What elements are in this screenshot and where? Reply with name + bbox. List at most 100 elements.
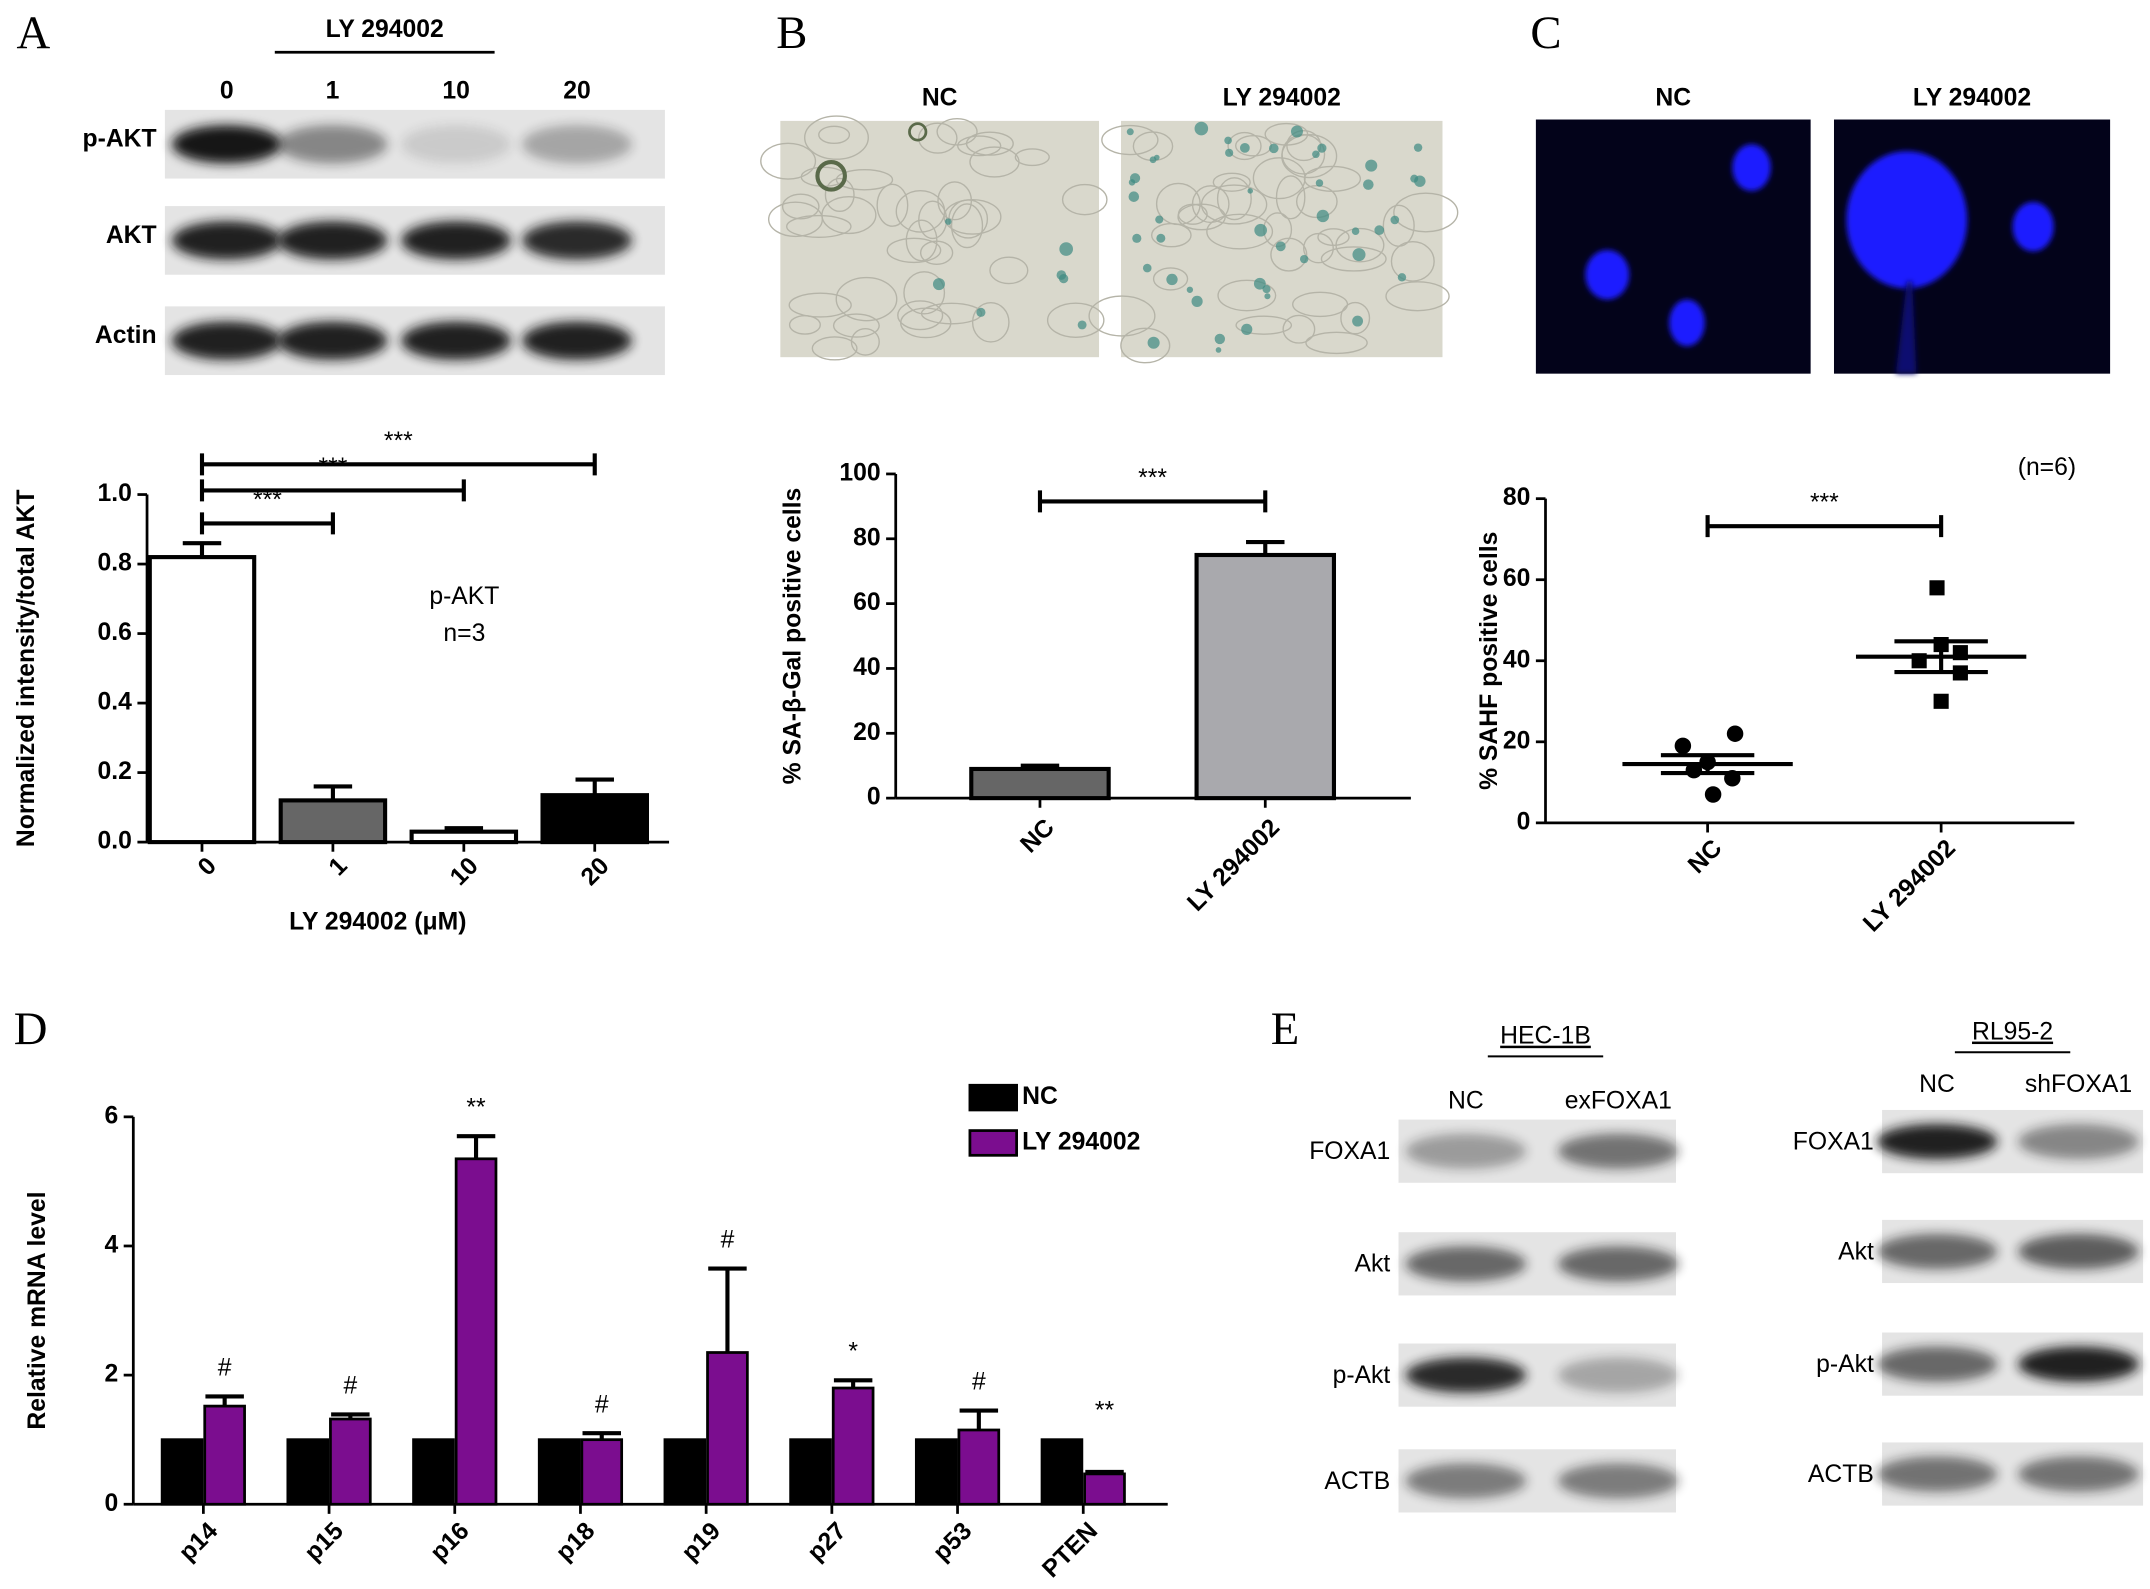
y-tick-label: 20 <box>853 719 881 746</box>
cell <box>804 115 869 160</box>
x-tick-label: p14 <box>174 1517 223 1566</box>
stain <box>1374 225 1385 236</box>
legend-swatch <box>968 1129 1018 1157</box>
cell <box>1061 183 1108 216</box>
bar <box>831 1386 875 1506</box>
y-tick-label: 60 <box>853 589 881 616</box>
annotation: (n=6) <box>2018 454 2076 481</box>
stain <box>932 278 945 291</box>
bar <box>286 1438 330 1506</box>
x-tick-label: 0 <box>193 852 222 881</box>
bar <box>663 1438 707 1506</box>
cell <box>788 292 852 318</box>
stain <box>1154 154 1160 161</box>
y-axis-label: Relative mRNA level <box>24 1191 51 1429</box>
legend-label: LY 294002 <box>1022 1128 1140 1155</box>
significance-label: # <box>972 1369 986 1396</box>
cell <box>895 189 946 233</box>
y-tick-label: 0.6 <box>98 619 132 646</box>
blot-band <box>1405 1357 1527 1393</box>
error-bar <box>959 1408 999 1430</box>
significance-label: # <box>343 1373 357 1400</box>
error-bar <box>205 1394 244 1407</box>
stain <box>1225 148 1234 157</box>
cell <box>1382 204 1415 247</box>
cell <box>760 142 817 180</box>
cell <box>1317 228 1350 247</box>
row-label: FOXA1 <box>1793 1128 1874 1155</box>
lane-label: NC <box>1919 1071 1955 1098</box>
blot-band <box>277 221 388 260</box>
stain <box>1254 223 1267 237</box>
stain <box>1215 347 1222 353</box>
x-tick-label: LY 294002 <box>1182 814 1285 917</box>
y-tick-label: 40 <box>853 654 881 681</box>
lane-label: shFOXA1 <box>2025 1071 2132 1098</box>
cell <box>850 327 880 356</box>
lane-label: exFOXA1 <box>1565 1087 1672 1114</box>
blot-band <box>401 321 512 360</box>
cell <box>821 195 877 235</box>
y-tick-label: 80 <box>1503 484 1531 511</box>
stain <box>1129 173 1141 184</box>
x-tick-label: p19 <box>677 1517 726 1566</box>
cell <box>1088 295 1156 337</box>
cell <box>1305 331 1368 355</box>
significance-label: # <box>595 1391 609 1418</box>
blot-band <box>1405 1463 1527 1499</box>
cell <box>950 203 984 249</box>
cell <box>1282 314 1316 344</box>
significance-label: *** <box>384 428 413 455</box>
blot-band <box>1876 1123 1998 1160</box>
nucleus <box>1585 250 1630 300</box>
stain <box>1214 333 1226 345</box>
x-tick-label: 20 <box>576 852 615 891</box>
bar <box>1083 1472 1126 1506</box>
cell <box>971 301 1010 343</box>
y-tick-label: 0 <box>1517 808 1531 835</box>
cell <box>897 300 944 331</box>
x-tick-label: p27 <box>802 1517 851 1566</box>
error-bar <box>456 1134 496 1159</box>
panel-letter: D <box>14 1003 48 1055</box>
bar <box>160 1438 204 1506</box>
blot-band <box>522 125 632 164</box>
y-tick-label: 0 <box>104 1490 118 1517</box>
bar <box>580 1438 624 1506</box>
point <box>1674 737 1692 755</box>
nucleus <box>1732 144 1771 191</box>
blot-band <box>2018 1233 2139 1270</box>
y-tick-label: 0.0 <box>98 828 132 855</box>
blot-band <box>1405 1246 1527 1282</box>
cell <box>1227 131 1262 161</box>
stain <box>1239 142 1250 153</box>
y-tick-label: 60 <box>1503 565 1531 592</box>
y-axis-label: % SA-β-Gal positive cells <box>780 488 807 785</box>
error-bar <box>575 777 614 796</box>
cell <box>936 117 978 146</box>
bar <box>147 555 257 845</box>
significance-bracket <box>199 479 466 502</box>
error-bar <box>313 784 353 801</box>
cell <box>937 181 973 221</box>
x-tick-label: 1 <box>324 852 353 881</box>
stain <box>1351 227 1360 236</box>
bar <box>540 793 650 845</box>
stain <box>1275 241 1286 252</box>
stain <box>1264 293 1271 300</box>
stain <box>1126 128 1134 136</box>
y-tick-label: 6 <box>104 1102 118 1129</box>
bar <box>329 1417 372 1506</box>
significance-bracket <box>1705 515 1944 538</box>
cell <box>824 177 855 213</box>
blot-band <box>2018 1346 2139 1382</box>
stain <box>1147 336 1160 349</box>
lane-label: 20 <box>563 78 591 105</box>
bar <box>789 1438 832 1506</box>
stain <box>1390 215 1400 225</box>
blot-band <box>522 321 632 360</box>
y-tick-label: 0.8 <box>98 550 132 577</box>
stain <box>1077 320 1087 330</box>
row-label: p-AKT <box>83 126 157 153</box>
cell <box>832 313 880 338</box>
